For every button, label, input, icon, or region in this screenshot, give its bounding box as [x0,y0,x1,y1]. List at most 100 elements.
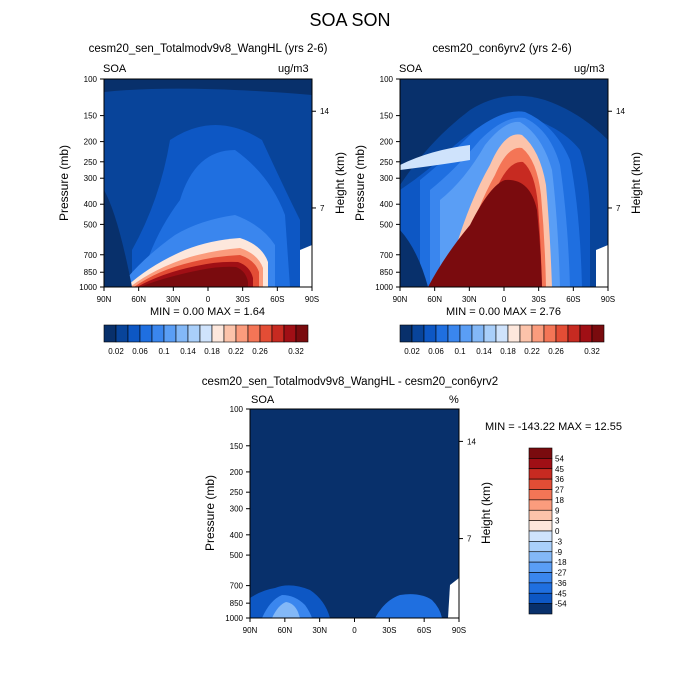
colorbars-layer: 0.02 0.06 0.1 0.14 0.18 0.22 0.26 0.32 0.02 0.06 0… [103,324,605,615]
colorbar-swatch [528,541,553,553]
colorbar-label: 0.14 [180,347,196,356]
y-tick-label: 250 [84,158,98,167]
colorbar-swatch [259,324,273,343]
colorbar-label: 0.18 [204,347,220,356]
colorbar-swatch [247,324,261,343]
field3-level-3 [272,602,300,618]
colorbar-swatch [528,520,553,532]
colorbar-2: 0.02 0.06 0.1 0.14 0.18 0.22 0.26 0.32 [399,324,605,356]
colorbar-swatch [399,324,413,343]
y-tick-label: 500 [230,551,244,560]
x-tick-label: 30S [532,295,546,304]
y-axis-label: Pressure (mb) [353,145,367,221]
x-tick-label: 60S [417,626,431,635]
colorbar-swatch [528,489,553,501]
colorbar-swatch [528,592,553,604]
colorbar-label: 0.22 [228,347,244,356]
y-tick-label: 850 [230,599,244,608]
y-axis-label: Pressure (mb) [203,475,217,551]
y-tick-label: 700 [380,251,394,260]
field3-missing [448,578,459,618]
x-tick-label: 0 [206,295,211,304]
y-tick-label: 150 [380,112,394,121]
colorbar-swatch [471,324,485,343]
colorbar-swatch [187,324,201,343]
field3-level-4 [375,594,442,618]
y-tick-label: 250 [230,488,244,497]
y-tick-label: 100 [380,75,394,84]
x-tick-label: 90N [243,626,258,635]
colorbar-label: 54 [555,454,564,463]
colorbar-label: 3 [555,517,560,526]
colorbar-label: 0.32 [584,347,600,356]
colorbar-swatch [423,324,437,343]
colorbar-swatch [447,324,461,343]
colorbar-swatch [127,324,141,343]
x-tick-label: 30N [166,295,181,304]
colorbar-label: -54 [555,600,567,609]
colorbar-swatch [283,324,297,343]
colorbar-label: 0.18 [500,347,516,356]
colorbar-label: 36 [555,475,564,484]
x-tick-label: 30N [462,295,477,304]
colorbar-label: 0.26 [252,347,268,356]
panel3-contour-field [250,409,459,618]
colorbar-swatch [528,561,553,573]
colorbar-swatch [295,324,309,343]
y2-tick-label: 7 [467,535,472,544]
colorbar-swatch [528,582,553,594]
y-tick-label: 300 [380,174,394,183]
y-tick-label: 1000 [375,283,393,292]
colorbar-swatch [528,499,553,511]
x-tick-label: 60N [277,626,292,635]
panel2-min-max: MIN = 0.00 MAX = 2.76 [446,306,561,318]
colorbar-swatch [223,324,237,343]
y-tick-label: 850 [380,268,394,277]
y2-tick-label: 7 [616,204,621,213]
colorbar-swatch [528,468,553,480]
colorbar-swatch [567,324,581,343]
panel3-units-label: % [449,394,459,406]
y-tick-label: 300 [84,174,98,183]
colorbar-label: -36 [555,579,567,588]
y2-tick-label: 14 [616,107,625,116]
colorbar-swatch [211,324,225,343]
x-tick-label: 60N [131,295,146,304]
colorbar-swatch [163,324,177,343]
x-tick-label: 60S [270,295,284,304]
y2-axis-label: Height (km) [629,152,643,214]
y-tick-label: 200 [230,468,244,477]
x-tick-label: 60N [427,295,442,304]
y-tick-label: 700 [84,251,98,260]
y2-tick-label: 14 [320,107,329,116]
colorbar-swatch [528,572,553,584]
colorbar-swatch [411,324,425,343]
y-axis-label: Pressure (mb) [57,145,71,221]
colorbar-swatch [543,324,557,343]
colorbar-swatch [115,324,129,343]
colorbar-label: 0.14 [476,347,492,356]
colorbar-swatch [555,324,569,343]
x-tick-label: 90N [97,295,112,304]
y-tick-label: 500 [84,220,98,229]
colorbar-swatch [528,458,553,470]
colorbar-swatch [528,447,553,459]
y-tick-label: 150 [84,112,98,121]
panel1-contour-field [104,79,312,287]
x-tick-label: 30S [382,626,396,635]
panel1-units-label: ug/m3 [278,63,309,75]
colorbar-swatch [175,324,189,343]
field1-level-1 [104,79,312,95]
field1-level-9 [140,266,248,287]
y-tick-label: 500 [380,220,394,229]
x-tick-label: 90S [601,295,615,304]
y-tick-label: 1000 [225,614,243,623]
colorbar-swatch [528,530,553,542]
y-tick-label: 400 [380,200,394,209]
colorbar-swatch [528,551,553,563]
colorbar-swatch [528,603,553,615]
x-tick-label: 90S [452,626,466,635]
colorbar-label: 9 [555,506,560,515]
colorbar-label: 0.26 [548,347,564,356]
